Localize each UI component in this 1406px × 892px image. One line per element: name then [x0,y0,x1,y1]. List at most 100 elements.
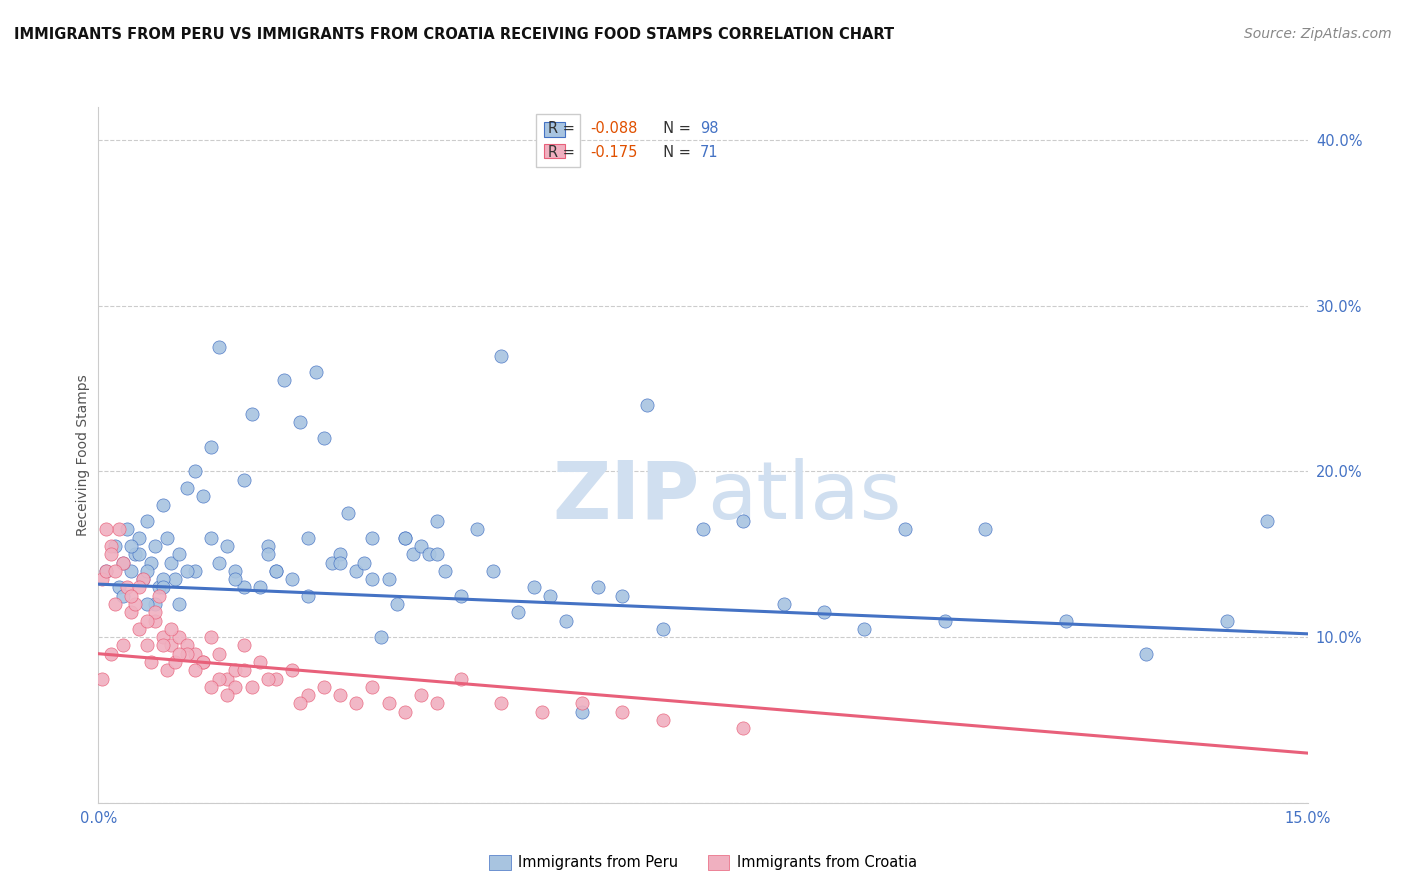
Point [385,597,408,611]
Point [692,523,714,537]
Text: R =: R = [548,145,579,161]
Point [160,556,183,570]
Point [329,688,352,702]
Point [974,523,997,537]
Point [409,688,432,702]
Point [217,688,239,702]
Point [538,589,561,603]
Point [344,564,367,578]
Point [434,564,457,578]
Point [193,489,215,503]
Point [853,622,876,636]
Point [491,349,513,363]
Point [450,589,472,603]
Text: ZIP: ZIP [553,458,699,536]
Point [394,531,416,545]
Point [651,713,673,727]
Point [115,523,138,537]
Point [135,597,157,611]
Point [1054,614,1077,628]
Point [772,597,794,611]
Point [571,697,593,711]
Point [96,523,118,537]
Point [377,697,399,711]
Point [184,564,207,578]
Point [402,547,425,561]
Point [152,572,174,586]
Point [167,630,190,644]
Point [120,564,142,578]
Point [184,647,207,661]
Point [232,639,254,653]
Point [167,547,190,561]
Point [128,531,150,545]
Point [167,597,190,611]
Point [256,547,278,561]
Point [103,539,125,553]
Point [200,680,222,694]
Point [91,572,114,586]
Point [217,539,239,553]
Point [530,705,553,719]
Point [232,473,254,487]
Point [156,663,179,677]
Text: atlas: atlas [707,458,901,536]
Text: -0.088: -0.088 [591,120,638,136]
Text: R =: R = [548,120,579,136]
Point [288,415,311,429]
Point [208,647,231,661]
Point [281,572,304,586]
Point [176,481,198,495]
Point [120,539,142,553]
Point [200,440,222,454]
Point [128,547,150,561]
Point [128,581,150,595]
Point [100,547,122,561]
Point [1256,514,1278,528]
Point [612,589,634,603]
Point [314,680,336,694]
Point [143,614,166,628]
Point [733,721,755,735]
Point [353,556,375,570]
Point [288,697,311,711]
Point [377,572,399,586]
Point [111,639,134,653]
Point [249,581,271,595]
Point [135,514,157,528]
Point [132,572,155,586]
Point [450,672,472,686]
Point [124,597,146,611]
Point [152,498,174,512]
Point [586,581,609,595]
Point [184,465,207,479]
Point [200,630,222,644]
Point [176,639,198,653]
Point [321,556,343,570]
Point [107,581,129,595]
Point [208,556,231,570]
Point [361,572,384,586]
Point [96,564,118,578]
Point [115,581,138,595]
Point [193,655,215,669]
Text: -0.175: -0.175 [591,145,638,161]
Point [167,647,190,661]
Point [426,697,449,711]
Point [139,655,162,669]
Point [160,622,183,636]
Point [651,622,673,636]
Point [224,572,246,586]
Point [208,672,231,686]
Point [143,597,166,611]
Point [128,622,150,636]
Text: N =: N = [654,120,695,136]
Point [813,605,835,619]
Point [523,581,546,595]
Point [224,564,246,578]
Legend: , : , [536,114,581,167]
Point [200,531,222,545]
Point [256,672,278,686]
Point [240,407,263,421]
Point [409,539,432,553]
